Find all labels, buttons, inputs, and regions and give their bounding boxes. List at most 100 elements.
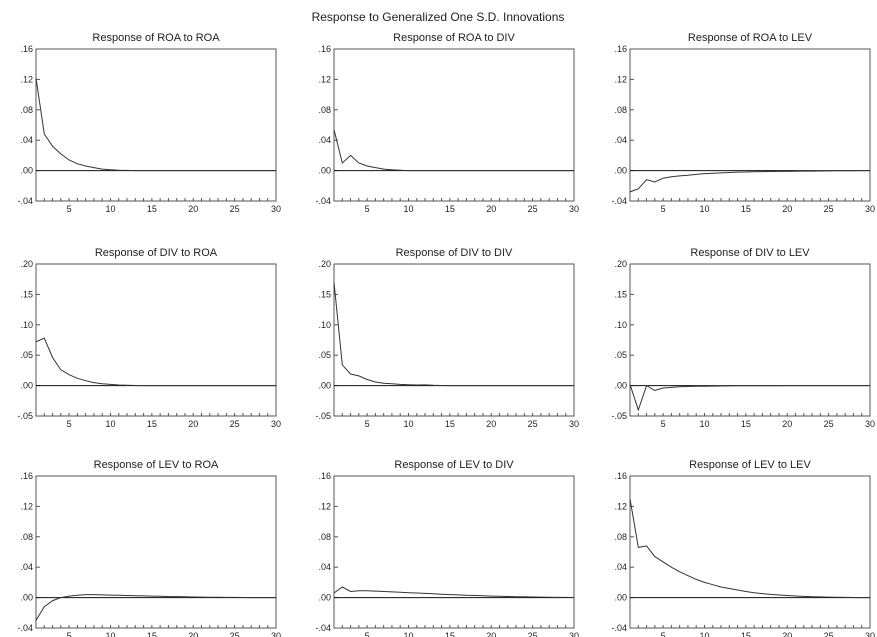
x-tick-label: 5 bbox=[661, 204, 666, 214]
response-line bbox=[629, 498, 870, 599]
panel-title: Response of ROA to DIV bbox=[393, 32, 515, 44]
y-tick-label: .05 bbox=[318, 350, 331, 360]
y-tick-label: .10 bbox=[20, 320, 33, 330]
x-tick-label: 25 bbox=[528, 204, 538, 214]
plot-frame bbox=[629, 475, 871, 629]
x-tick-label: 5 bbox=[365, 631, 370, 637]
x-tick-label: 30 bbox=[865, 204, 875, 214]
response-line bbox=[35, 77, 276, 172]
y-tick-label: .12 bbox=[318, 74, 331, 84]
y-tick-label: .12 bbox=[20, 74, 33, 84]
y-tick-label: .04 bbox=[318, 562, 331, 572]
plot-frame bbox=[333, 475, 575, 629]
y-tick-label: .10 bbox=[318, 320, 331, 330]
y-tick-label: .20 bbox=[318, 259, 331, 269]
y-tick-label: -.05 bbox=[611, 411, 627, 421]
y-tick-label: -.05 bbox=[17, 411, 33, 421]
y-tick-label: .16 bbox=[20, 471, 33, 481]
x-tick-label: 15 bbox=[741, 419, 751, 429]
x-tick-label: 30 bbox=[569, 631, 579, 637]
y-tick-label: .00 bbox=[318, 166, 331, 176]
x-tick-label: 30 bbox=[569, 204, 579, 214]
plot-frame bbox=[35, 263, 277, 417]
panel-title: Response of DIV to LEV bbox=[690, 247, 810, 259]
x-tick-label: 25 bbox=[528, 631, 538, 637]
y-tick-label: -.04 bbox=[611, 623, 627, 633]
irf-panel: Response of DIV to DIV -.05 .00 .05 .10 .15 .2… bbox=[315, 247, 579, 429]
y-tick-label: .20 bbox=[614, 259, 627, 269]
y-tick-label: .04 bbox=[318, 135, 331, 145]
y-tick-label: .00 bbox=[614, 593, 627, 603]
y-tick-label: .10 bbox=[614, 320, 627, 330]
plot-frame bbox=[35, 475, 277, 629]
y-tick-label: .16 bbox=[614, 471, 627, 481]
x-tick-label: 25 bbox=[230, 204, 240, 214]
y-tick-label: .04 bbox=[20, 562, 33, 572]
panel-title: Response of ROA to LEV bbox=[688, 32, 813, 44]
x-tick-label: 25 bbox=[528, 419, 538, 429]
x-tick-label: 25 bbox=[824, 419, 834, 429]
x-tick-label: 25 bbox=[824, 204, 834, 214]
irf-panel: Response of LEV to LEV -.04 .00 .04 .08 .12 .1… bbox=[611, 459, 875, 637]
y-tick-label: -.04 bbox=[611, 196, 627, 206]
x-tick-label: 5 bbox=[661, 631, 666, 637]
y-tick-label: .12 bbox=[20, 501, 33, 511]
y-tick-label: .04 bbox=[20, 135, 33, 145]
y-tick-label: .00 bbox=[20, 593, 33, 603]
y-tick-label: .15 bbox=[318, 289, 331, 299]
y-tick-label: .08 bbox=[318, 532, 331, 542]
y-tick-label: .04 bbox=[614, 135, 627, 145]
x-tick-label: 10 bbox=[699, 204, 709, 214]
irf-panel: Response of LEV to ROA -.04 .00 .04 .08 .12 .1… bbox=[17, 459, 281, 637]
x-tick-label: 5 bbox=[67, 204, 72, 214]
y-tick-label: .16 bbox=[20, 44, 33, 54]
x-tick-label: 15 bbox=[741, 204, 751, 214]
response-line bbox=[629, 170, 870, 193]
panel-title: Response of DIV to ROA bbox=[95, 247, 218, 259]
x-tick-label: 10 bbox=[105, 204, 115, 214]
y-tick-label: .05 bbox=[614, 350, 627, 360]
y-tick-label: -.05 bbox=[315, 411, 331, 421]
plot-frame bbox=[333, 48, 575, 202]
x-tick-label: 10 bbox=[403, 419, 413, 429]
response-line bbox=[35, 594, 276, 621]
y-tick-label: -.04 bbox=[315, 623, 331, 633]
y-tick-label: .04 bbox=[614, 562, 627, 572]
x-tick-label: 15 bbox=[147, 204, 157, 214]
x-tick-label: 5 bbox=[67, 419, 72, 429]
response-line bbox=[629, 384, 870, 412]
y-tick-label: .16 bbox=[614, 44, 627, 54]
y-tick-label: .00 bbox=[614, 166, 627, 176]
y-tick-label: .00 bbox=[20, 381, 33, 391]
x-tick-label: 30 bbox=[569, 419, 579, 429]
x-tick-label: 30 bbox=[271, 204, 281, 214]
y-tick-label: -.04 bbox=[17, 623, 33, 633]
y-tick-label: .16 bbox=[318, 44, 331, 54]
x-tick-label: 15 bbox=[445, 419, 455, 429]
y-tick-label: .15 bbox=[20, 289, 33, 299]
x-tick-label: 10 bbox=[403, 204, 413, 214]
y-tick-label: .00 bbox=[318, 381, 331, 391]
y-tick-label: .08 bbox=[20, 532, 33, 542]
y-tick-label: -.04 bbox=[315, 196, 331, 206]
x-tick-label: 20 bbox=[486, 631, 496, 637]
y-tick-label: .12 bbox=[614, 501, 627, 511]
irf-panel: Response of ROA to ROA -.04 .00 .04 .08 .12 .1… bbox=[17, 32, 281, 214]
x-tick-label: 25 bbox=[824, 631, 834, 637]
x-tick-label: 30 bbox=[271, 419, 281, 429]
x-tick-label: 5 bbox=[365, 204, 370, 214]
x-tick-label: 30 bbox=[865, 419, 875, 429]
response-line bbox=[333, 282, 574, 387]
x-tick-label: 10 bbox=[699, 631, 709, 637]
y-tick-label: .00 bbox=[318, 593, 331, 603]
irf-panel: Response of ROA to DIV -.04 .00 .04 .08 .12 .1… bbox=[315, 32, 579, 214]
x-tick-label: 10 bbox=[105, 419, 115, 429]
plot-frame bbox=[333, 263, 575, 417]
figure-title: Response to Generalized One S.D. Innovat… bbox=[312, 10, 565, 24]
x-tick-label: 15 bbox=[445, 631, 455, 637]
y-tick-label: .00 bbox=[614, 381, 627, 391]
response-line bbox=[333, 586, 575, 598]
x-tick-label: 15 bbox=[741, 631, 751, 637]
x-tick-label: 20 bbox=[188, 419, 198, 429]
